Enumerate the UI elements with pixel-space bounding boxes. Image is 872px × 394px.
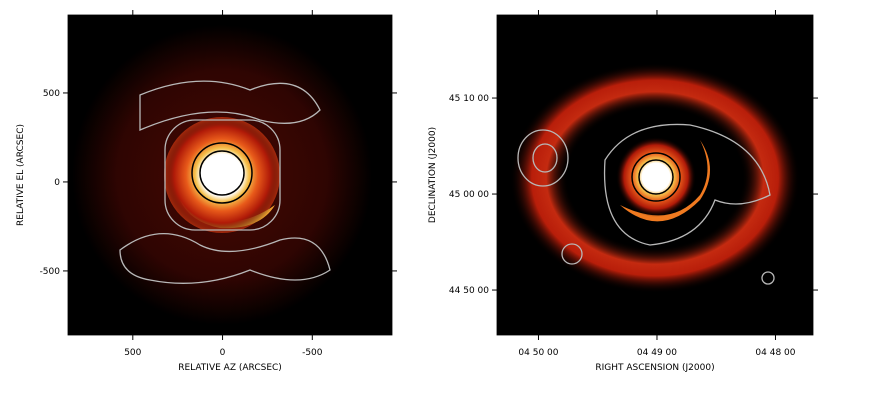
y-tick-label: -500 bbox=[40, 267, 61, 277]
x-tick-label: -500 bbox=[302, 348, 323, 358]
plot-frame bbox=[496, 14, 814, 336]
y-tick-label: 0 bbox=[54, 178, 60, 188]
y-tick-label: 45 10 00 bbox=[449, 94, 489, 104]
y-tick-label: 45 00 00 bbox=[449, 190, 489, 200]
x-tick-label: 04 50 00 bbox=[518, 348, 558, 358]
y-axis-label: RELATIVE EL (ARCSEC) bbox=[16, 124, 26, 226]
y-axis-label: DECLINATION (J2000) bbox=[428, 127, 438, 223]
image-panel-2 bbox=[497, 15, 813, 335]
x-axis-label: RIGHT ASCENSION (J2000) bbox=[595, 363, 714, 373]
plot-frame bbox=[67, 14, 393, 336]
y-tick-label: 500 bbox=[43, 89, 60, 99]
x-tick-label: 0 bbox=[220, 348, 226, 358]
image-panel-1 bbox=[68, 15, 392, 335]
x-axis-label: RELATIVE AZ (ARCSEC) bbox=[178, 363, 282, 373]
x-tick-label: 500 bbox=[124, 348, 141, 358]
x-tick-label: 04 48 00 bbox=[755, 348, 795, 358]
y-tick-label: 44 50 00 bbox=[449, 286, 489, 296]
x-tick-label: 04 49 00 bbox=[637, 348, 677, 358]
